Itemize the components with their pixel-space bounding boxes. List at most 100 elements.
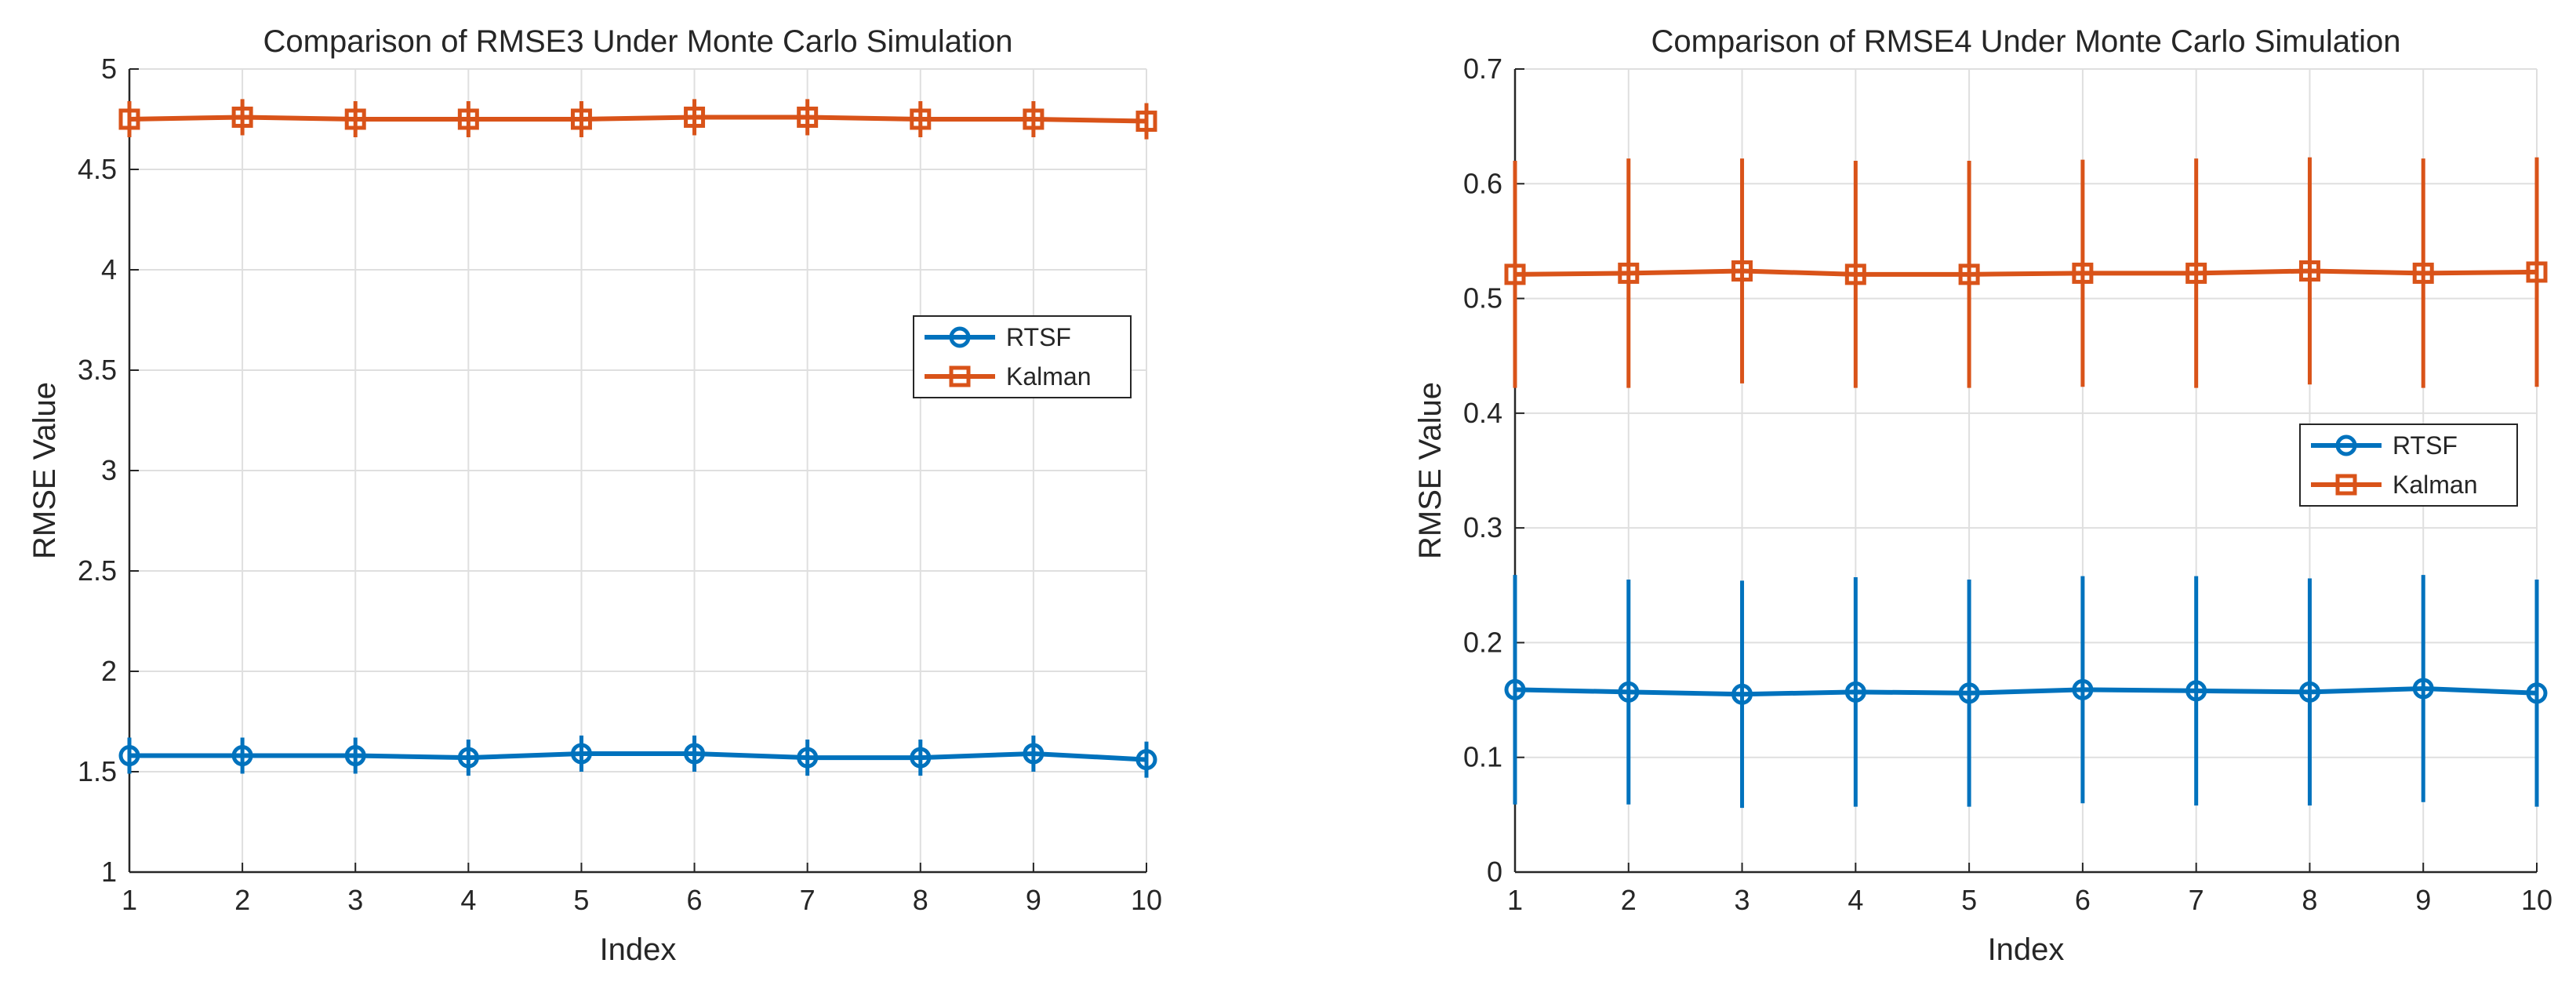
data-point [2412,678,2434,700]
data-point [2185,680,2207,702]
legend: RTSF Kalman [913,315,1132,398]
x-tick-label: 2 [1621,884,1637,916]
y-tick-label: 2.5 [78,554,117,587]
x-tick-label: 3 [1735,884,1750,916]
legend-swatch-marker [2335,474,2357,496]
series-line [129,751,1147,762]
x-tick-label: 6 [687,884,703,916]
y-tick-label: 0.5 [1463,282,1502,314]
data-point [1731,683,1753,705]
y-tick-label: 0.7 [1463,53,1502,85]
legend-label: RTSF [1006,323,1071,351]
data-point [2526,261,2548,283]
x-tick-label: 10 [1131,884,1162,916]
chart-title: Comparison of RMSE4 Under Monte Carlo Si… [1651,24,2401,59]
legend-label: Kalman [1006,362,1092,391]
legend-swatch-marker [949,365,971,387]
data-point [1135,749,1157,771]
series-kalman [1504,157,2548,388]
series-line [1514,685,2538,697]
legend-box [913,315,1132,398]
data-point [2185,262,2207,284]
y-tick-label: 0 [1487,856,1502,888]
x-tick-label: 9 [1026,884,1041,916]
chart-2: 1 2 3 4 5 6 7 8 9 10 0 0.1 0.2 0.3 0.4 0.5 0.6 0.7 Compari… [1413,24,2552,967]
data-point [2526,682,2548,704]
data-point [797,106,819,128]
data-point [570,108,592,130]
y-tick-label: 4.5 [78,153,117,185]
data-point [231,745,253,767]
legend-label: RTSF [2393,431,2458,460]
y-axis-label: RMSE Value [27,382,62,559]
data-point [910,747,932,769]
data-point [1958,264,1980,285]
x-tick-label: 10 [2521,884,2552,916]
data-point [2298,260,2320,282]
data-point [2072,678,2094,700]
x-tick-label: 4 [460,884,476,916]
series-rtsf [1504,575,2548,809]
data-point [2412,262,2434,284]
data-point [1618,262,1640,284]
data-point [910,108,932,130]
data-point [457,747,479,769]
data-point [684,743,706,765]
legend-swatch-marker [949,326,971,348]
x-tick-label: 7 [2189,884,2204,916]
data-point [2298,681,2320,703]
y-tick-label: 5 [101,53,117,85]
series-line [1514,268,2538,277]
legend-label: Kalman [2393,471,2478,499]
y-tick-label: 2 [101,655,117,687]
x-tick-label: 5 [573,884,589,916]
x-axis-label: Index [1988,932,2065,967]
chart-1: 1 2 3 4 5 6 7 8 9 10 1 1.5 2 2.5 3 3.5 4 4.5 5 Comparison o… [27,24,1162,967]
data-point [118,108,140,130]
x-axis-label: Index [600,932,677,967]
x-tick-label: 9 [2415,884,2431,916]
x-tick-label: 4 [1848,884,1863,916]
y-tick-label: 0.6 [1463,167,1502,199]
data-point [344,745,366,767]
legend: RTSF Kalman [2299,423,2518,507]
legend-swatch-marker [2335,434,2357,456]
y-tick-label: 0.1 [1463,741,1502,773]
data-point [457,108,479,130]
x-tick-label: 5 [1961,884,1977,916]
x-tick-label: 3 [347,884,363,916]
series-line [129,115,1147,124]
y-tick-label: 1 [101,856,117,888]
y-axis-label: RMSE Value [1413,382,1448,559]
x-tick-label: 8 [2302,884,2317,916]
data-point [1844,264,1866,285]
data-point [1731,260,1753,282]
y-tick-label: 0.4 [1463,397,1502,429]
data-point [1135,111,1157,133]
data-point [1618,681,1640,703]
x-tick-label: 7 [800,884,816,916]
data-point [118,745,140,767]
y-tick-label: 3 [101,454,117,486]
data-point [344,108,366,130]
data-point [684,106,706,128]
x-tick-label: 2 [234,884,250,916]
data-point [570,743,592,765]
y-tick-label: 1.5 [78,755,117,787]
x-tick-label: 8 [913,884,928,916]
y-tick-label: 4 [101,253,117,285]
x-tick-label: 1 [1507,884,1523,916]
data-point [1023,108,1045,130]
data-point [1504,264,1526,285]
data-point [231,106,253,128]
data-point [1844,681,1866,703]
x-tick-label: 6 [2075,884,2091,916]
x-tick-label: 1 [122,884,137,916]
data-point [797,747,819,769]
y-tick-label: 0.3 [1463,511,1502,543]
series-kalman [118,99,1157,140]
data-point [1504,678,1526,700]
data-point [1023,743,1045,765]
